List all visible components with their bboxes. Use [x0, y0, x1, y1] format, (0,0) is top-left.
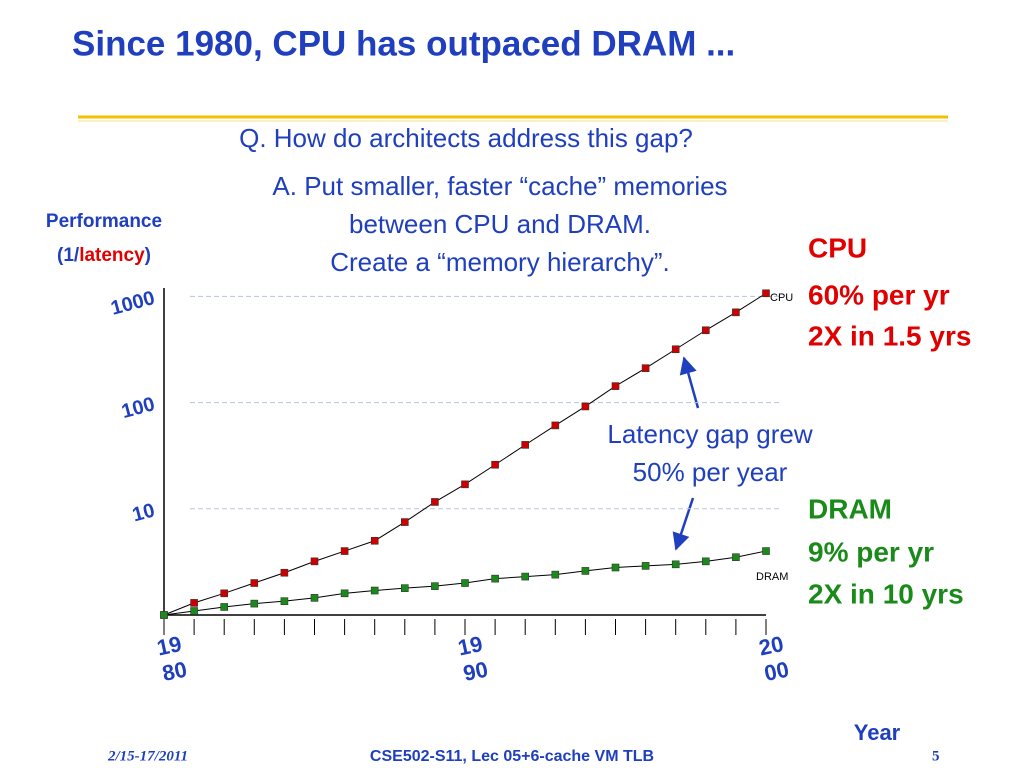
- cpu-note: 2X in 1.5 yrs: [808, 320, 971, 351]
- point: [461, 579, 469, 587]
- point: [521, 572, 530, 581]
- cpu-note: CPU: [808, 232, 867, 263]
- point: [551, 421, 560, 430]
- cpu-note: 60% per yr: [808, 279, 950, 310]
- x-axis-label: Year: [854, 720, 901, 745]
- y-tick-label: 1000: [109, 287, 158, 320]
- point: [671, 560, 680, 569]
- point: [581, 402, 590, 411]
- dram-note: DRAM: [808, 493, 892, 524]
- y-axis-label: Performance: [46, 211, 162, 232]
- point: [762, 289, 770, 298]
- footer-course: CSE502-S11, Lec 05+6-cache VM TLB: [370, 748, 654, 765]
- point: [310, 594, 319, 602]
- footer-page: 5: [932, 748, 940, 764]
- y-axis-label: (1/latency): [57, 245, 151, 266]
- point: [611, 382, 620, 390]
- point: [190, 607, 198, 615]
- answer-line: between CPU and DRAM.: [349, 209, 651, 239]
- y-axis-label-part: ): [145, 245, 151, 266]
- point: [340, 547, 349, 555]
- dram-note: 2X in 10 yrs: [808, 578, 964, 609]
- arrow: [672, 497, 695, 551]
- arrow: [679, 356, 700, 409]
- point: [340, 589, 349, 598]
- dram-note: 9% per yr: [808, 536, 934, 567]
- point: [370, 586, 379, 595]
- slide-title: Since 1980, CPU has outpaced DRAM ...: [72, 24, 735, 63]
- point: [220, 589, 228, 598]
- question: Q. How do architects address this gap?: [239, 123, 693, 153]
- point: [732, 553, 740, 562]
- point: [400, 584, 409, 592]
- point: [431, 498, 439, 506]
- gap-note: 50% per year: [633, 457, 788, 487]
- point: [671, 345, 680, 354]
- gap-note: Latency gap grew: [607, 419, 812, 449]
- series-label: CPU: [770, 292, 793, 304]
- point: [220, 603, 228, 611]
- point: [701, 326, 710, 335]
- point: [250, 579, 259, 587]
- point: [461, 480, 469, 489]
- point: [641, 562, 650, 570]
- point: [280, 597, 289, 605]
- point: [641, 364, 650, 372]
- point: [160, 611, 168, 619]
- series-label: DRAM: [756, 571, 788, 583]
- point: [370, 536, 379, 545]
- point: [581, 567, 590, 575]
- point: [431, 582, 439, 590]
- point: [701, 557, 710, 566]
- point: [400, 518, 409, 526]
- point: [521, 441, 530, 449]
- y-tick-label: 100: [119, 393, 157, 423]
- point: [491, 460, 499, 469]
- footer-date: 2/15-17/2011: [107, 748, 188, 764]
- y-axis-label-part: (1/: [57, 245, 80, 266]
- point: [280, 568, 289, 577]
- point: [732, 308, 740, 317]
- answer-line: Create a “memory hierarchy”.: [330, 247, 670, 277]
- point: [762, 547, 770, 555]
- answer-line: A. Put smaller, faster “cache” memories: [272, 171, 727, 201]
- point: [611, 563, 620, 572]
- y-tick-label: 10: [130, 499, 157, 526]
- point: [250, 599, 259, 608]
- point: [491, 574, 499, 583]
- point: [310, 557, 319, 566]
- point: [551, 570, 560, 579]
- y-axis-label-part: latency: [79, 245, 145, 266]
- point: [190, 599, 198, 607]
